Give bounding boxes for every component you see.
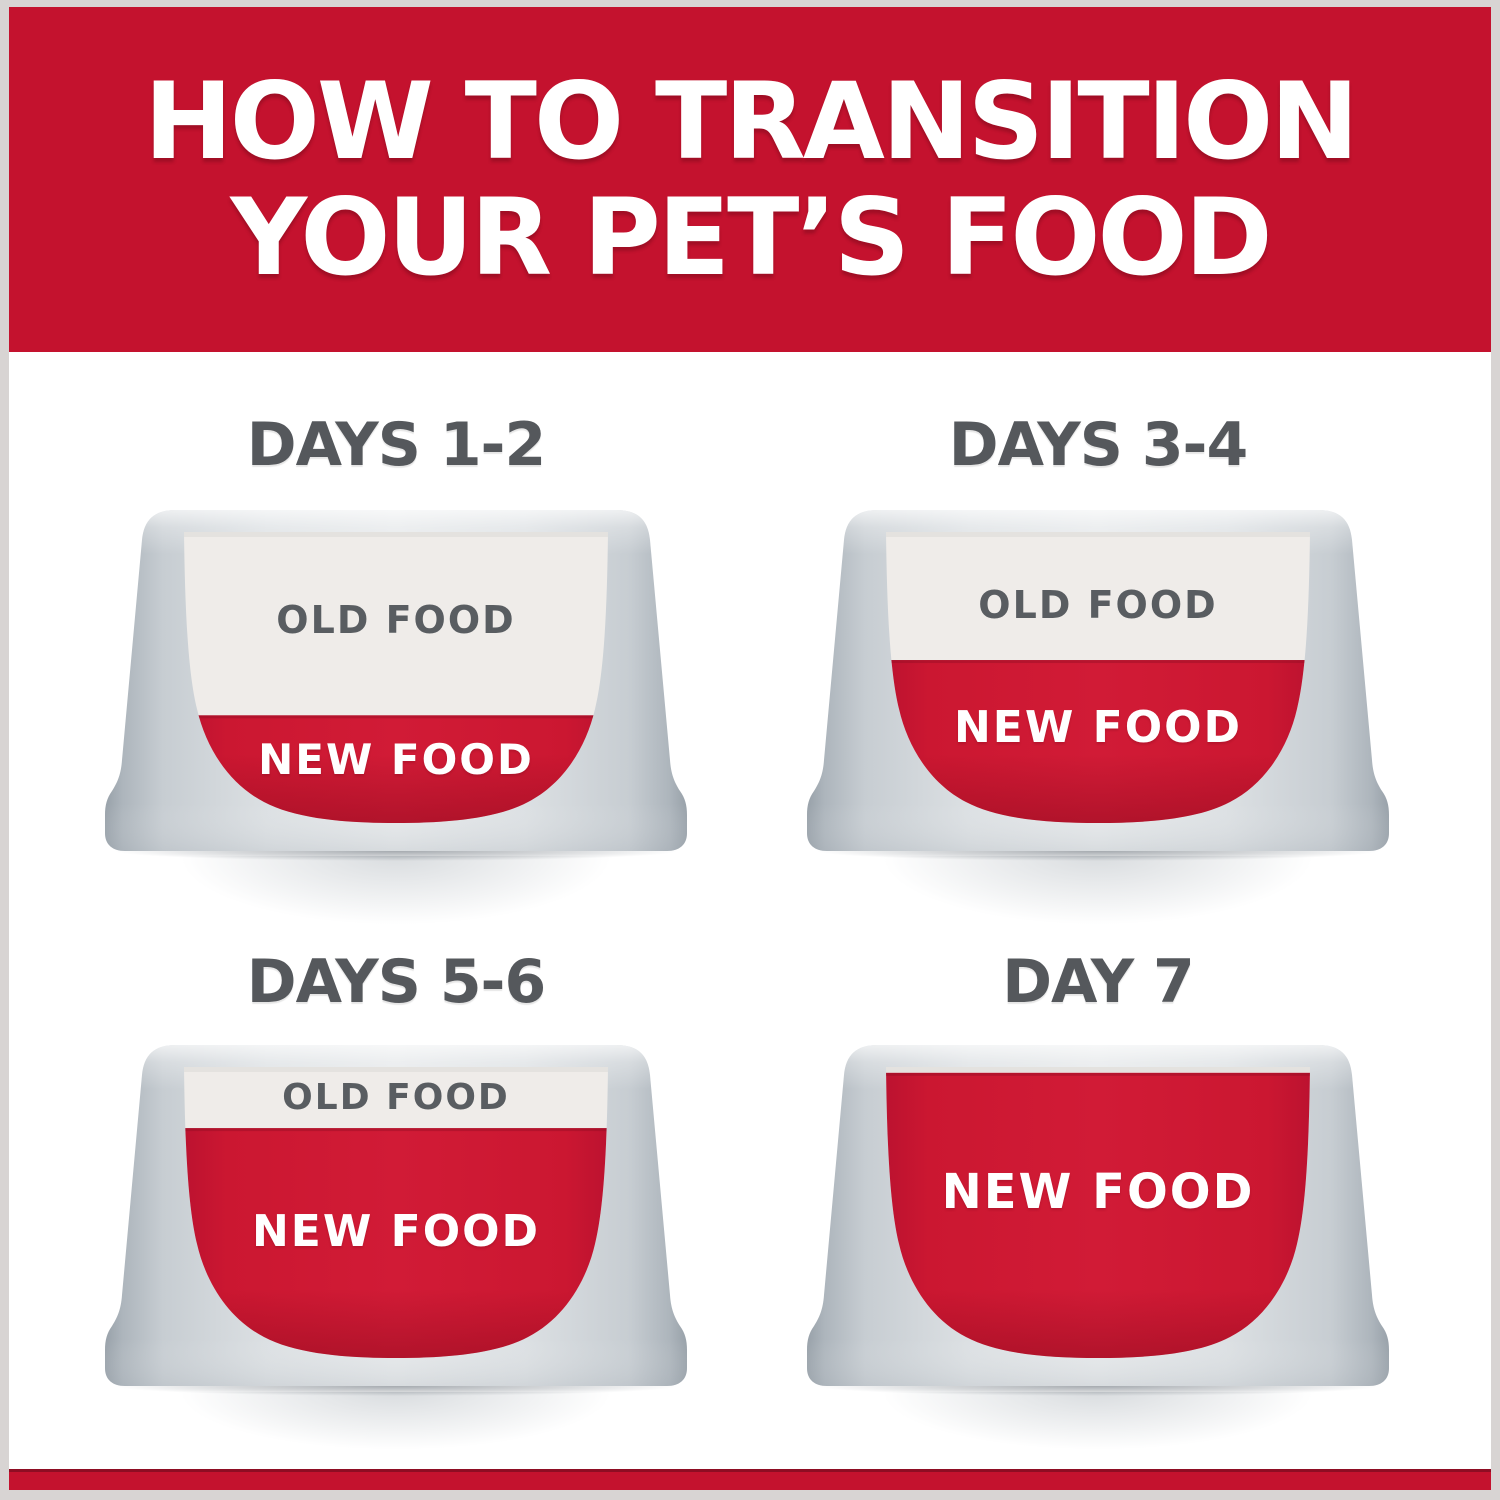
new-food-label: NEW FOOD (251, 1206, 541, 1257)
cavity-top-shadow (886, 532, 1310, 537)
cavity-top-shadow (886, 1067, 1310, 1072)
new-food-top-edge (184, 715, 608, 719)
footer-accent-bar (9, 1469, 1491, 1490)
new-food-top-edge (886, 660, 1310, 664)
bowl-reflection (120, 856, 672, 944)
old-food-label: OLD FOOD (978, 583, 1218, 627)
bowl-reflection (822, 856, 1374, 944)
cavity-top-shadow (184, 1067, 608, 1072)
bowl-days-3-4: OLD FOOD NEW FOOD (802, 502, 1394, 867)
bowl-reflection (120, 1392, 672, 1466)
new-food-label: NEW FOOD (941, 1164, 1255, 1220)
panel-heading-days-1-2: DAYS 1-2 (246, 410, 546, 480)
cavity-top-shadow (184, 532, 608, 537)
new-food-label: NEW FOOD (953, 702, 1243, 753)
food-bowl-graphic (105, 510, 687, 861)
title-banner: HOW TO TRANSITION YOUR PET’S FOOD (9, 7, 1491, 352)
food-bowl-graphic (807, 1045, 1389, 1396)
page-title-line-2: YOUR PET’S FOOD (230, 175, 1272, 299)
new-food-label: NEW FOOD (258, 735, 534, 784)
page-title-line-1: HOW TO TRANSITION (144, 59, 1359, 183)
new-food-top-edge (886, 1072, 1310, 1076)
food-bowl-graphic (105, 1045, 687, 1396)
old-food-label: OLD FOOD (276, 598, 516, 642)
panel-heading-days-3-4: DAYS 3-4 (948, 410, 1248, 480)
old-food-label: OLD FOOD (282, 1077, 510, 1118)
panel-heading-day-7: DAY 7 (1002, 947, 1195, 1017)
bowl-reflection (822, 1392, 1374, 1466)
new-food-fill-group (886, 660, 1310, 823)
food-bowl-graphic (807, 510, 1389, 861)
new-food-top-edge (184, 1128, 608, 1132)
bowl-days-5-6: OLD FOOD NEW FOOD (100, 1037, 692, 1402)
bowl-days-1-2: OLD FOOD NEW FOOD (100, 502, 692, 867)
bowl-day-7: NEW FOOD (802, 1037, 1394, 1402)
panel-heading-days-5-6: DAYS 5-6 (246, 947, 546, 1017)
